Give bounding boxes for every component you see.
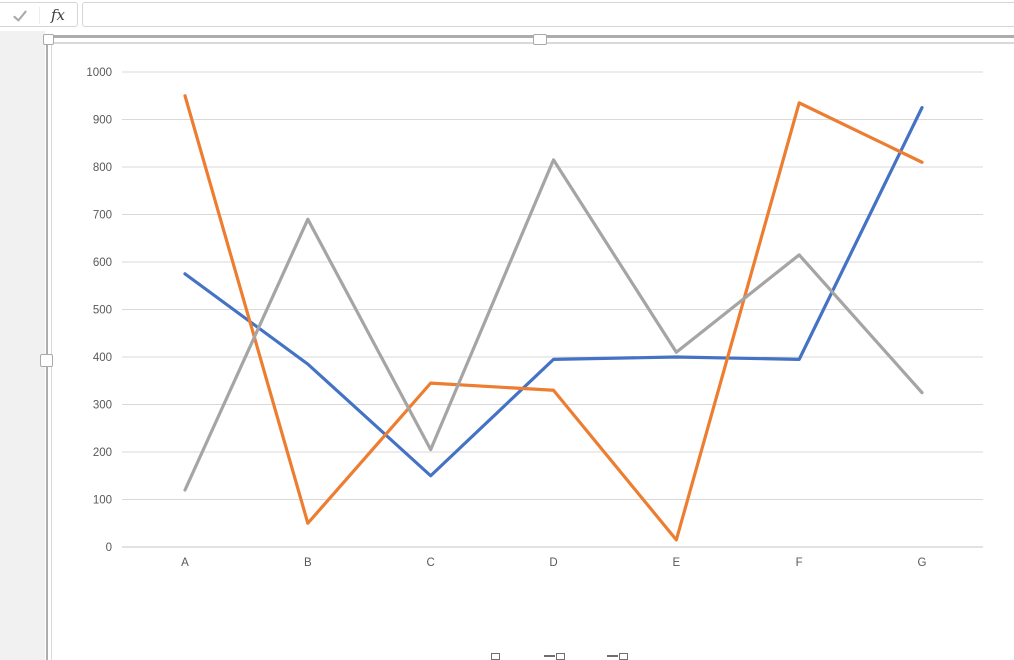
dash-icon[interactable] xyxy=(607,655,618,657)
chart-area-border-left xyxy=(50,43,52,660)
insert-function-icon[interactable]: fx xyxy=(51,6,66,24)
small-rect-icon[interactable] xyxy=(491,653,500,660)
worksheet-area xyxy=(0,29,1014,660)
chart-resize-handle-top[interactable] xyxy=(533,34,547,45)
enter-checkmark-icon[interactable] xyxy=(12,8,28,24)
chart-selection-border-top xyxy=(45,35,1014,38)
chart-resize-handle-left[interactable] xyxy=(40,354,53,367)
small-rect-icon[interactable] xyxy=(619,653,628,660)
worksheet-margin xyxy=(0,31,45,660)
small-rect-icon[interactable] xyxy=(556,653,565,660)
formula-bar-buttons: fx xyxy=(0,2,78,27)
chart-selection-border-left xyxy=(46,37,48,660)
formula-bar: fx xyxy=(0,0,1014,29)
formula-input[interactable] xyxy=(82,2,1014,27)
chart-resize-handle-corner[interactable] xyxy=(43,34,54,45)
chart-area-border-top xyxy=(51,42,1014,44)
formula-bar-divider xyxy=(39,7,40,24)
dash-icon[interactable] xyxy=(544,655,555,657)
